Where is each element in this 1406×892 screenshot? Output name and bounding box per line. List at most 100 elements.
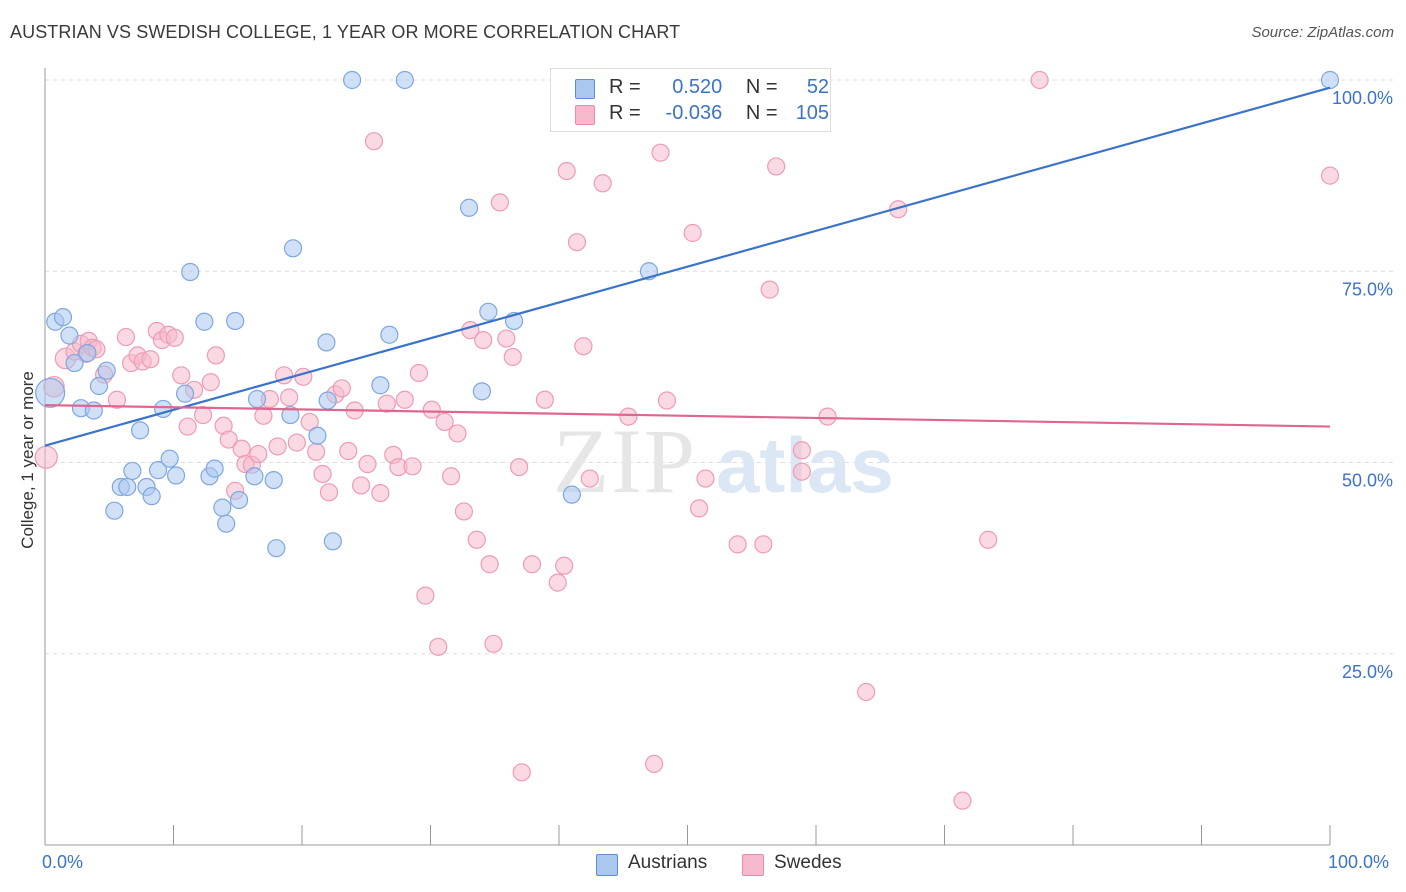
point-swedes <box>219 430 238 449</box>
point-swedes <box>422 400 441 419</box>
point-swedes <box>1320 166 1340 185</box>
point-austrians <box>213 498 232 517</box>
point-austrians <box>380 325 399 344</box>
point-swedes <box>371 484 390 503</box>
point-austrians <box>130 421 150 440</box>
point-swedes <box>201 373 220 392</box>
point-swedes <box>332 379 351 398</box>
point-austrians <box>105 501 124 520</box>
trend-lines <box>44 86 1331 447</box>
point-swedes <box>435 412 454 432</box>
point-swedes <box>280 388 299 407</box>
point-austrians <box>160 449 179 468</box>
point-austrians <box>60 326 79 345</box>
legend-r-label: R = <box>609 102 641 124</box>
point-austrians <box>318 391 337 410</box>
point-austrians <box>317 333 336 352</box>
legend-n-value: 105 <box>795 102 830 124</box>
point-austrians <box>283 239 303 258</box>
y-tick-label: 75.0% <box>1342 279 1393 299</box>
point-swedes <box>107 390 127 409</box>
point-austrians <box>53 308 73 327</box>
point-swedes <box>548 573 567 592</box>
series-legend-swatch-austrians <box>596 854 618 876</box>
point-swedes <box>294 367 313 386</box>
point-swedes <box>619 407 638 426</box>
point-swedes <box>364 132 384 151</box>
x-tick-label-min: 0.0% <box>42 852 84 872</box>
point-swedes <box>300 412 319 432</box>
point-austrians <box>395 70 414 90</box>
point-swedes <box>696 469 715 488</box>
point-swedes <box>416 586 435 605</box>
point-swedes <box>1030 70 1049 90</box>
legend-r-value: -0.036 <box>665 102 723 124</box>
point-austrians <box>264 470 283 490</box>
y-axis-label: College, 1 year or more <box>18 371 37 549</box>
series-legend-label-austrians: Austrians <box>628 852 708 873</box>
y-tick-label: 25.0% <box>1342 662 1393 682</box>
point-austrians <box>118 477 137 497</box>
point-austrians <box>35 377 66 408</box>
point-swedes <box>557 161 576 181</box>
chart-title: AUSTRIAN VS SWEDISH COLLEGE, 1 YEAR OR M… <box>10 22 681 42</box>
point-swedes <box>178 417 197 436</box>
point-swedes <box>377 394 396 413</box>
point-swedes <box>651 143 670 162</box>
point-swedes <box>352 476 371 495</box>
point-swedes <box>792 462 811 481</box>
point-swedes <box>728 535 747 554</box>
point-austrians <box>65 353 84 373</box>
point-swedes <box>403 457 422 476</box>
point-swedes <box>567 233 587 252</box>
legend-swatch-swedes <box>575 105 595 125</box>
point-austrians <box>479 302 498 321</box>
point-swedes <box>307 442 326 461</box>
point-austrians <box>166 466 186 485</box>
point-swedes <box>522 555 542 574</box>
point-swedes <box>287 433 306 452</box>
point-swedes <box>172 366 191 385</box>
point-swedes <box>760 280 779 299</box>
legend-text-swedes: R = -0.036 N = 105 <box>609 102 829 125</box>
point-swedes <box>454 502 474 521</box>
point-swedes <box>141 350 160 369</box>
point-swedes <box>193 405 213 425</box>
y-tick-label: 50.0% <box>1342 471 1393 491</box>
legend-swatch-austrians <box>575 79 595 99</box>
point-austrians <box>343 70 362 90</box>
point-austrians <box>226 311 245 331</box>
point-swedes <box>448 424 467 443</box>
legend-n-label: N = <box>745 76 778 98</box>
point-austrians <box>229 490 249 510</box>
point-swedes <box>429 637 448 656</box>
x-tick-label-max: 100.0% <box>1328 852 1390 872</box>
point-austrians <box>148 461 168 480</box>
point-austrians <box>562 485 581 504</box>
point-swedes <box>409 363 429 383</box>
point-austrians <box>371 376 390 395</box>
point-swedes <box>395 390 414 409</box>
point-swedes <box>441 467 461 486</box>
point-austrians <box>1320 70 1340 90</box>
point-swedes <box>206 346 226 365</box>
point-swedes <box>467 530 486 549</box>
point-swedes <box>689 499 709 518</box>
point-swedes <box>358 454 377 474</box>
point-austrians <box>84 401 103 420</box>
point-swedes <box>644 754 664 774</box>
point-austrians <box>245 467 264 486</box>
y-axis-label-wrap: College, 1 year or more <box>16 300 40 620</box>
point-austrians <box>459 198 479 217</box>
series-austrians <box>35 70 1340 558</box>
source-label: Source: ZipAtlas.com <box>1251 24 1394 41</box>
trend-line-austrians <box>44 86 1331 447</box>
series-legend-swatch-swedes <box>742 854 764 876</box>
point-austrians <box>123 461 142 481</box>
point-swedes <box>580 469 599 488</box>
point-swedes <box>116 327 136 347</box>
point-swedes <box>484 634 503 653</box>
point-swedes <box>512 763 531 782</box>
series-legend-label-swedes: Swedes <box>774 852 842 873</box>
point-austrians <box>181 262 200 282</box>
